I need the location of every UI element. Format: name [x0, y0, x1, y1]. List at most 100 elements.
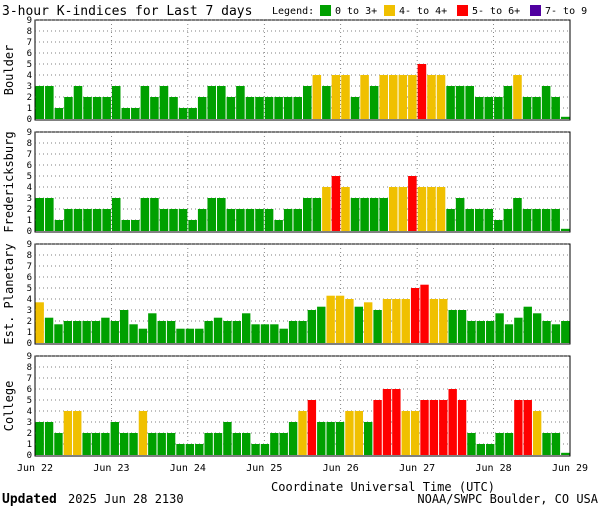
bar [178, 209, 188, 231]
chart-panels: 0123456789Boulder0123456789Fredericksbur… [2, 16, 571, 461]
legend-swatch-4 [530, 5, 541, 16]
bar [369, 86, 379, 119]
bar [169, 209, 178, 231]
bar [226, 209, 236, 231]
y-tick-label: 1 [27, 328, 32, 338]
bar [119, 433, 129, 455]
bar [307, 400, 317, 455]
bar [148, 433, 157, 455]
bar [417, 187, 427, 231]
panel-label-boulder: Boulder [2, 45, 16, 96]
bar [514, 317, 523, 343]
bar [73, 411, 82, 455]
bar [241, 313, 251, 343]
x-tick-label: Jun 27 [399, 463, 435, 474]
bar [110, 422, 119, 455]
bar [317, 422, 326, 455]
updated-label: Updated [2, 492, 57, 507]
bar [303, 198, 312, 231]
bar [307, 310, 317, 343]
bar [467, 321, 476, 343]
bar [176, 328, 185, 343]
bar [82, 321, 91, 343]
bar [138, 328, 148, 343]
bar [322, 86, 331, 119]
bar [364, 302, 373, 343]
bar [293, 209, 302, 231]
bar [157, 433, 166, 455]
bar [204, 433, 213, 455]
bar [185, 444, 195, 455]
bar [350, 97, 360, 119]
bar [166, 433, 176, 455]
y-tick-label: 2 [27, 205, 32, 215]
bar [255, 209, 264, 231]
y-tick-label: 0 [27, 451, 32, 461]
y-tick-label: 7 [27, 150, 32, 160]
bar [44, 317, 54, 343]
bar [129, 324, 138, 343]
bar [217, 86, 226, 119]
bar [213, 433, 223, 455]
y-tick-label: 6 [27, 273, 32, 283]
bar [560, 228, 570, 231]
bar [513, 75, 522, 119]
bar [551, 324, 561, 343]
bar [138, 411, 148, 455]
bar [283, 209, 293, 231]
bar [159, 86, 169, 119]
bar [446, 209, 455, 231]
legend-label: Legend: [272, 6, 314, 17]
bar [44, 422, 54, 455]
bar [388, 187, 398, 231]
bar [476, 321, 486, 343]
bar [541, 86, 551, 119]
bar [465, 209, 474, 231]
bar [417, 64, 427, 119]
bar [322, 187, 331, 231]
bar [457, 310, 467, 343]
bar [439, 400, 448, 455]
bar [364, 422, 373, 455]
bar [429, 299, 439, 343]
bar [73, 86, 83, 119]
legend-swatch-2 [384, 5, 395, 16]
bar [274, 220, 283, 231]
y-tick-label: 7 [27, 38, 32, 48]
x-tick-label: Jun 28 [476, 463, 512, 474]
bar [223, 321, 232, 343]
bar [288, 422, 298, 455]
legend-entry-3: 5- to 6+ [472, 6, 520, 17]
bar [101, 317, 110, 343]
bar [45, 86, 54, 119]
bar [251, 324, 260, 343]
bar [360, 198, 369, 231]
bar [131, 108, 140, 119]
bar [217, 198, 226, 231]
bar [341, 187, 350, 231]
bar [178, 108, 188, 119]
x-tick-label: Jun 22 [17, 463, 53, 474]
bar [561, 321, 570, 343]
bar [131, 220, 140, 231]
bar [476, 444, 486, 455]
y-tick-label: 3 [27, 194, 32, 204]
bar [436, 75, 446, 119]
bar [195, 328, 204, 343]
bar [129, 433, 138, 455]
bar [226, 97, 236, 119]
bar [455, 86, 465, 119]
bar [379, 75, 388, 119]
bar [110, 321, 119, 343]
bar [331, 75, 341, 119]
bar [241, 433, 251, 455]
bar [279, 433, 288, 455]
bar [436, 187, 446, 231]
y-tick-label: 4 [27, 183, 32, 193]
bar [35, 198, 45, 231]
bar [467, 433, 476, 455]
bar [560, 116, 570, 119]
